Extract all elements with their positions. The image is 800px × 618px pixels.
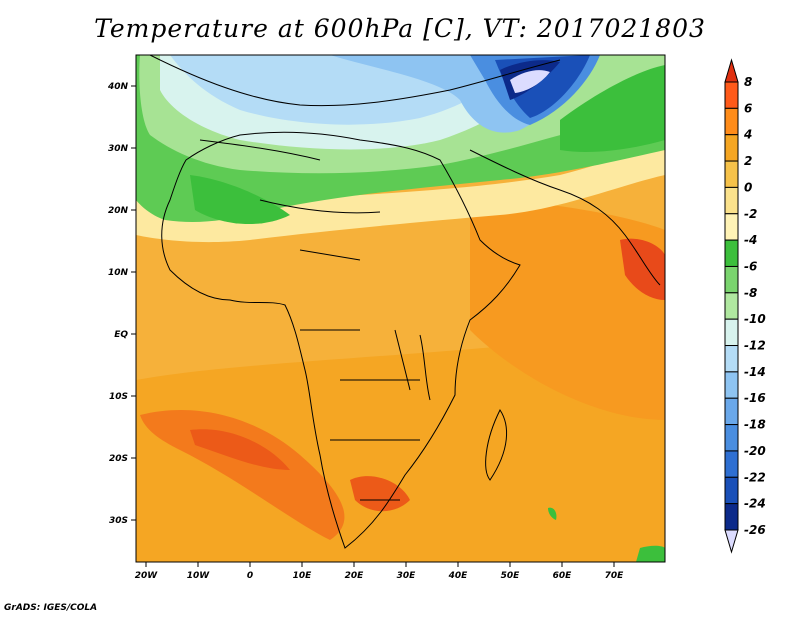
colorbar-label: -4 [744,233,757,247]
colorbar-box [725,398,738,424]
colorbar-label: -18 [744,418,766,432]
lat-tick-label: EQ [114,330,128,340]
colorbar-box [725,214,738,240]
lon-tick-label: 0 [247,571,253,581]
colorbar-label: -6 [744,259,757,273]
colorbar-box [725,108,738,134]
colorbar-label: -10 [744,312,766,326]
lat-tick-label: 30N [108,144,129,154]
colorbar-box [725,319,738,345]
colorbar-box [725,266,738,292]
lat-tick-label: 10S [109,392,128,402]
colorbar-label: 8 [744,75,752,89]
colorbar-box [725,135,738,161]
lon-tick-label: 60E [553,571,573,581]
colorbar-label: 2 [744,154,752,168]
lat-tick-label: 10N [108,268,129,278]
colorbar-label: 4 [743,128,752,142]
colorbar-bottom-arrow [725,530,738,552]
lon-tick-label: 30E [397,571,417,581]
colorbar-box [725,187,738,213]
colorbar-label: -26 [744,523,766,537]
colorbar-label: 0 [744,180,752,194]
grads-credit: GrADS: IGES/COLA [4,603,97,613]
lat-tick-label: 20S [109,454,128,464]
lon-tick-label: 20E [345,571,365,581]
colorbar-box [725,372,738,398]
temperature-field [136,55,665,562]
colorbar-label: -24 [744,497,766,511]
colorbar-box [725,82,738,108]
lon-tick-label: 10W [187,571,211,581]
colorbar-box [725,425,738,451]
colorbar-box [725,477,738,503]
colorbar-label: -14 [744,365,766,379]
colorbar-box [725,346,738,372]
lon-tick-label: 50E [501,571,521,581]
latitude-axis: 40N 30N 20N 10N EQ 10S 20S 30S [107,82,136,526]
colorbar-label: -2 [744,207,757,221]
colorbar-box [725,161,738,187]
lon-tick-label: 40E [448,571,469,581]
colorbar-label: 6 [744,101,752,115]
lat-tick-label: 40N [107,82,129,92]
lon-tick-label: 10E [293,571,313,581]
colorbar: 8 6 4 2 0 -2 -4 -6 -8 -10 -12 -14 -16 -18 -20 -22 -24 -26 [725,60,766,552]
colorbar-label: -22 [744,470,766,484]
lon-tick-label: 70E [605,571,625,581]
colorbar-box [725,293,738,319]
colorbar-label: -8 [744,286,757,300]
colorbar-label: -12 [744,339,766,353]
lon-tick-label: 20W [135,571,159,581]
colorbar-box [725,504,738,530]
longitude-axis: 20W 10W 0 10E 20E 30E 40E 50E 60E 70E [135,562,624,581]
colorbar-box [725,451,738,477]
lat-tick-label: 20N [108,206,129,216]
colorbar-label: -20 [744,444,766,458]
lat-tick-label: 30S [109,516,128,526]
colorbar-label: -16 [744,391,766,405]
colorbar-top-arrow [725,60,738,82]
colorbar-box [725,240,738,266]
